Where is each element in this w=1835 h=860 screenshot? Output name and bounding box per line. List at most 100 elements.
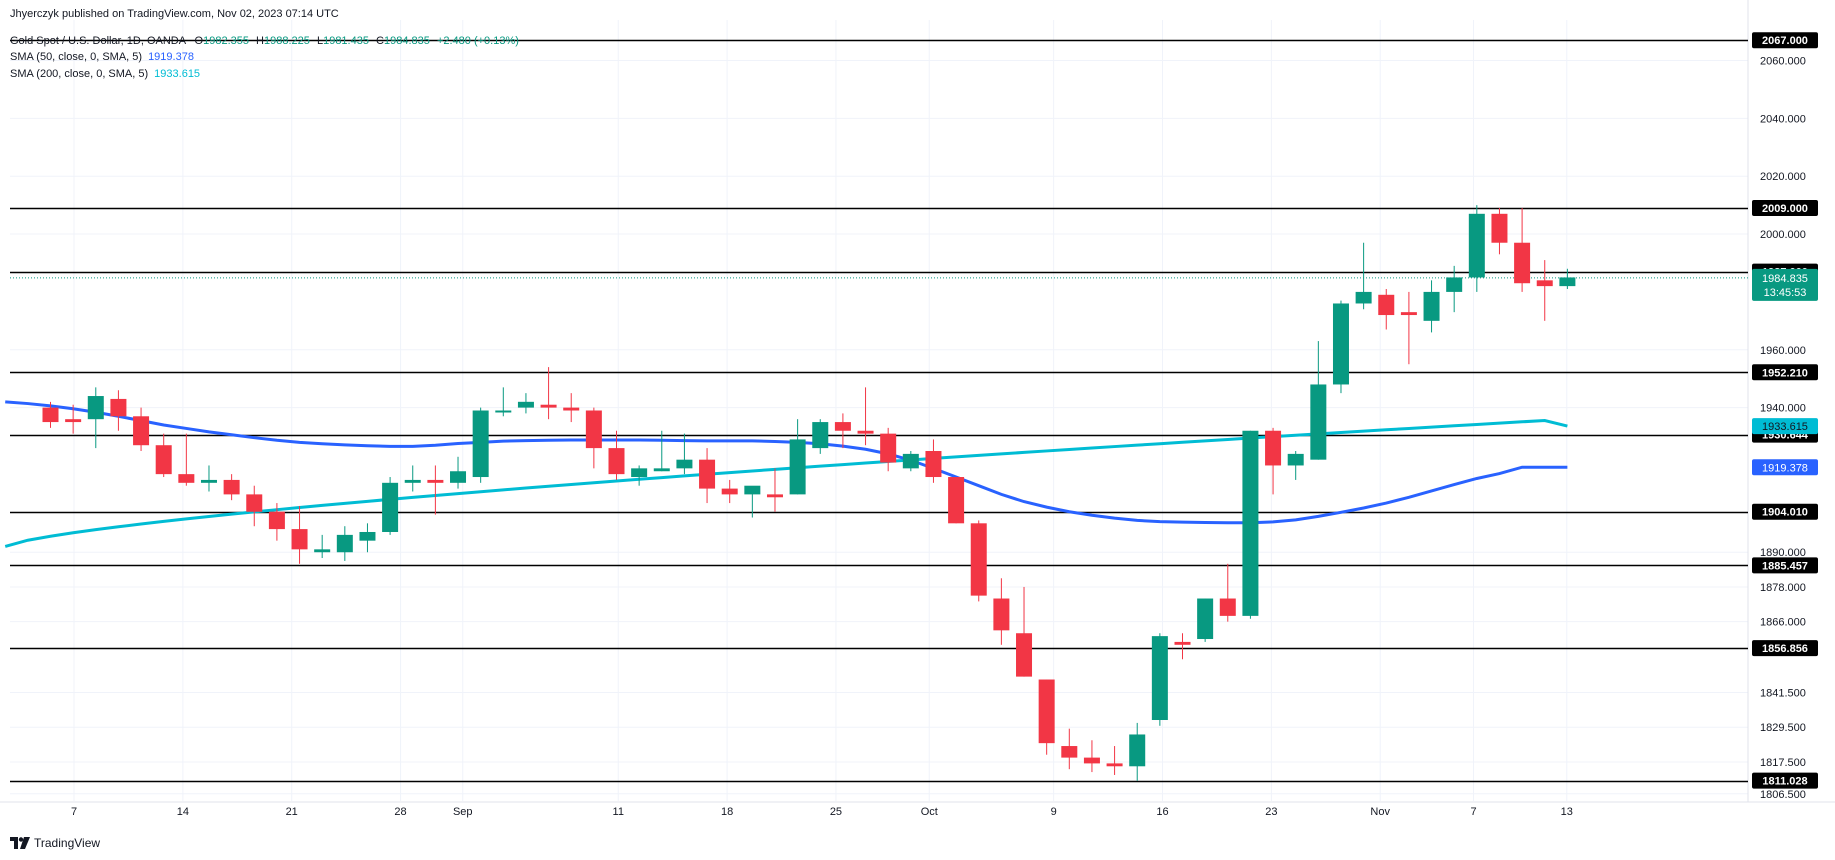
candle [1400, 291, 1417, 365]
candle-body [1265, 430, 1282, 466]
candle-body [1514, 242, 1531, 284]
time-tick-label: 7 [1470, 806, 1476, 818]
level-label: 1952.210 [1752, 364, 1818, 381]
level-label: 1811.028 [1752, 772, 1818, 789]
candle [291, 505, 308, 564]
brand-name: TradingView [34, 836, 101, 850]
time-tick-label: 14 [177, 806, 189, 818]
sma200-legend-value: 1933.615 [154, 68, 201, 80]
candle [880, 427, 897, 472]
level-label-text: 2067.000 [1762, 35, 1808, 47]
candle-body [608, 448, 625, 475]
candle [1129, 722, 1146, 781]
candle-body [178, 474, 195, 483]
sma50-axis-label: 1919.378 [1752, 459, 1818, 476]
candle [155, 433, 172, 478]
candle-body [1400, 312, 1417, 316]
candle-body [110, 398, 127, 417]
candle [200, 465, 217, 492]
level-label-text: 1885.457 [1762, 560, 1808, 572]
candle [970, 520, 987, 602]
price-tick-label: 1960.000 [1760, 345, 1806, 357]
sma50-axis-label-text: 1919.378 [1762, 462, 1808, 474]
candle [1559, 268, 1576, 290]
candle [1446, 265, 1463, 313]
candle-body [268, 511, 285, 530]
candle-body [653, 468, 670, 472]
tradingview-brand[interactable]: TradingView [10, 836, 100, 850]
candle-body [382, 482, 399, 532]
candle [359, 523, 376, 553]
candle-body [359, 531, 376, 541]
candle-body [87, 396, 104, 420]
time-tick-label: 11 [613, 806, 624, 818]
candle-body [1016, 633, 1033, 677]
candle-body [1287, 453, 1304, 466]
level-label-bg [1752, 557, 1818, 574]
candle-body [563, 407, 580, 411]
candle-body [880, 433, 897, 463]
price-tick-label: 1890.000 [1760, 547, 1806, 559]
candle-body [291, 529, 308, 550]
time-axis: 7 14 21 28 Sep 11 18 25 Oct 9 16 23 Nov 7 13 [71, 806, 1573, 818]
level-label-text: 1856.856 [1762, 643, 1808, 655]
level-label: 2067.000 [1752, 32, 1818, 49]
candle [1106, 746, 1123, 775]
candle [472, 407, 489, 483]
candle-body [721, 488, 738, 495]
change-value: +2.480 (+0.13%) [436, 35, 519, 47]
candle-body [155, 445, 172, 475]
candle [1219, 563, 1236, 622]
candle [744, 485, 761, 518]
level-label: 1885.457 [1752, 557, 1818, 574]
candle [517, 393, 534, 414]
candle [1287, 450, 1304, 480]
level-label-bg [1752, 32, 1818, 49]
candle [1378, 289, 1395, 330]
last-price-text: 1984.835 [1762, 273, 1808, 285]
candle [925, 439, 942, 483]
high-label: H [256, 35, 264, 47]
candle [540, 367, 557, 420]
level-label-bg [1752, 772, 1818, 789]
candle-body [1174, 641, 1191, 645]
candle-body [1332, 303, 1349, 385]
candle [653, 430, 670, 472]
candle-body [1310, 384, 1327, 460]
sma50-axis-label-bg [1752, 459, 1818, 476]
candle [1514, 208, 1531, 292]
candle [1061, 728, 1078, 770]
candle-body [1151, 636, 1168, 721]
candle-body [65, 419, 82, 423]
sma50-legend-label: SMA (50, close, 0, SMA, 5) [10, 51, 143, 63]
candle-body [1197, 598, 1214, 640]
candle-body [314, 549, 331, 553]
level-label-bg [1752, 364, 1818, 381]
candle [857, 387, 874, 446]
level-label-bg [1752, 200, 1818, 217]
candle-body [1129, 734, 1146, 767]
price-tick-label: 1817.500 [1760, 757, 1806, 769]
time-tick-label: 7 [71, 806, 77, 818]
candle-body [1038, 679, 1055, 744]
candle [993, 578, 1010, 645]
price-tick-label: 2040.000 [1760, 113, 1806, 125]
candle [427, 465, 444, 515]
close-label: C [376, 35, 384, 47]
candle-body [42, 407, 59, 423]
candle-body [223, 479, 240, 495]
high-value: 1988.225 [264, 35, 310, 47]
candle [1265, 427, 1282, 495]
sma50-legend[interactable]: SMA (50, close, 0, SMA, 5) 1919.378 [10, 51, 194, 63]
candle [1423, 280, 1440, 333]
candle-body [1536, 280, 1553, 287]
candle-body [1446, 277, 1463, 292]
candle-body [970, 523, 987, 596]
level-label-text: 1811.028 [1762, 776, 1807, 788]
level-label-text: 2009.000 [1762, 203, 1808, 215]
candle [133, 407, 150, 451]
candle-body [631, 468, 648, 478]
sma200-legend[interactable]: SMA (200, close, 0, SMA, 5) 1933.615 [10, 68, 200, 80]
sma200-line [4, 418, 1568, 548]
